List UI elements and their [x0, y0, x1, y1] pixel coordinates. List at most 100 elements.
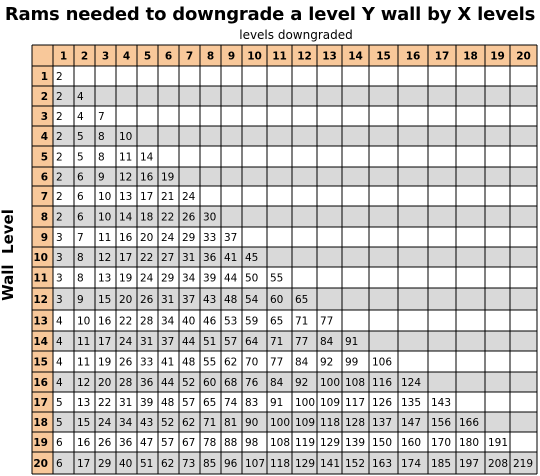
table-cell: 92: [295, 377, 308, 389]
table-cell: 76: [245, 377, 259, 389]
row-header-band: [32, 45, 53, 474]
table-cell: 174: [401, 458, 421, 470]
x-axis-label: levels downgraded: [239, 28, 353, 42]
row-header: 19: [33, 437, 48, 449]
table-cell: 60: [270, 294, 283, 306]
table-cell: 109: [320, 397, 340, 409]
table-cell: 99: [345, 357, 358, 369]
table-cell: 160: [401, 437, 421, 449]
table-cell: 36: [140, 377, 154, 389]
column-header: 6: [165, 51, 172, 63]
row-header: 16: [33, 377, 48, 389]
table-cell: 11: [98, 232, 111, 244]
column-header: 8: [207, 51, 214, 63]
column-header: 13: [322, 51, 337, 63]
row-band: [53, 206, 537, 227]
table-cell: 124: [401, 377, 421, 389]
table-cell: 2: [56, 212, 63, 224]
table-cell: 13: [77, 397, 90, 409]
table-cell: 109: [295, 417, 315, 429]
table-cell: 91: [345, 336, 358, 348]
row-band: [53, 351, 537, 372]
row-header: 10: [33, 252, 48, 264]
table-cell: 3: [56, 273, 63, 285]
table-cell: 45: [245, 252, 258, 264]
table-cell: 24: [98, 417, 112, 429]
row-band: [53, 412, 537, 432]
table-cell: 98: [245, 437, 258, 449]
table-cell: 37: [224, 232, 237, 244]
table-cell: 44: [161, 377, 175, 389]
table-cell: 13: [98, 273, 111, 285]
table-cell: 90: [245, 417, 258, 429]
row-band: [53, 331, 537, 351]
table-cell: 84: [295, 357, 309, 369]
column-header: 11: [272, 51, 287, 63]
row-band: [53, 310, 537, 331]
table-cell: 52: [161, 417, 174, 429]
table-cell: 128: [345, 417, 365, 429]
table-cell: 68: [224, 377, 237, 389]
table-cell: 107: [245, 458, 265, 470]
table-cell: 71: [203, 417, 216, 429]
table-cell: 54: [245, 294, 259, 306]
table-cell: 150: [372, 437, 392, 449]
table-cell: 141: [320, 458, 340, 470]
table-cell: 13: [119, 191, 132, 203]
row-header: 6: [41, 172, 48, 184]
table-cell: 74: [224, 397, 238, 409]
table-cell: 117: [345, 397, 365, 409]
table-cell: 9: [77, 294, 84, 306]
table-cell: 11: [77, 336, 90, 348]
table-cell: 106: [372, 357, 392, 369]
table-cell: 88: [224, 437, 237, 449]
table-cell: 31: [161, 294, 174, 306]
table-cell: 37: [161, 336, 174, 348]
table-cell: 2: [56, 152, 63, 164]
table-cell: 156: [431, 417, 451, 429]
table-cell: 21: [161, 191, 174, 203]
table-cell: 10: [98, 212, 111, 224]
table-cell: 20: [98, 377, 111, 389]
table-cell: 37: [182, 294, 195, 306]
table-cell: 12: [98, 252, 111, 264]
table-cell: 180: [459, 437, 479, 449]
table-cell: 31: [140, 336, 153, 348]
table-cell: 24: [161, 232, 175, 244]
row-header: 20: [33, 458, 48, 470]
row-band: [53, 106, 537, 126]
table-cell: 129: [295, 458, 315, 470]
table-cell: 51: [140, 458, 153, 470]
table-cell: 4: [77, 91, 84, 103]
table-cell: 48: [161, 397, 174, 409]
table-cell: 16: [98, 316, 112, 328]
table-cell: 77: [320, 316, 333, 328]
table-cell: 118: [270, 458, 290, 470]
table-cell: 5: [56, 397, 63, 409]
table-cell: 6: [56, 458, 63, 470]
table-cell: 44: [224, 273, 238, 285]
table-cell: 6: [77, 191, 84, 203]
table-cell: 15: [77, 417, 90, 429]
table-cell: 26: [119, 357, 133, 369]
table-cell: 26: [182, 212, 196, 224]
column-header: 16: [406, 51, 421, 63]
table-cell: 3: [56, 294, 63, 306]
table-cell: 91: [270, 397, 283, 409]
row-header: 12: [33, 294, 48, 306]
table-cell: 67: [182, 437, 195, 449]
table-cell: 24: [119, 336, 133, 348]
table-cell: 4: [56, 357, 63, 369]
table-cell: 33: [140, 357, 153, 369]
row-band: [53, 167, 537, 186]
table-cell: 7: [98, 111, 105, 123]
table-cell: 137: [372, 417, 392, 429]
row-header: 9: [41, 232, 48, 244]
column-header: 1: [60, 51, 67, 63]
table-cell: 166: [459, 417, 479, 429]
table-cell: 62: [161, 458, 174, 470]
column-header: 3: [102, 51, 109, 63]
table-cell: 24: [182, 191, 196, 203]
table-cell: 34: [119, 417, 133, 429]
table-cell: 170: [431, 437, 451, 449]
